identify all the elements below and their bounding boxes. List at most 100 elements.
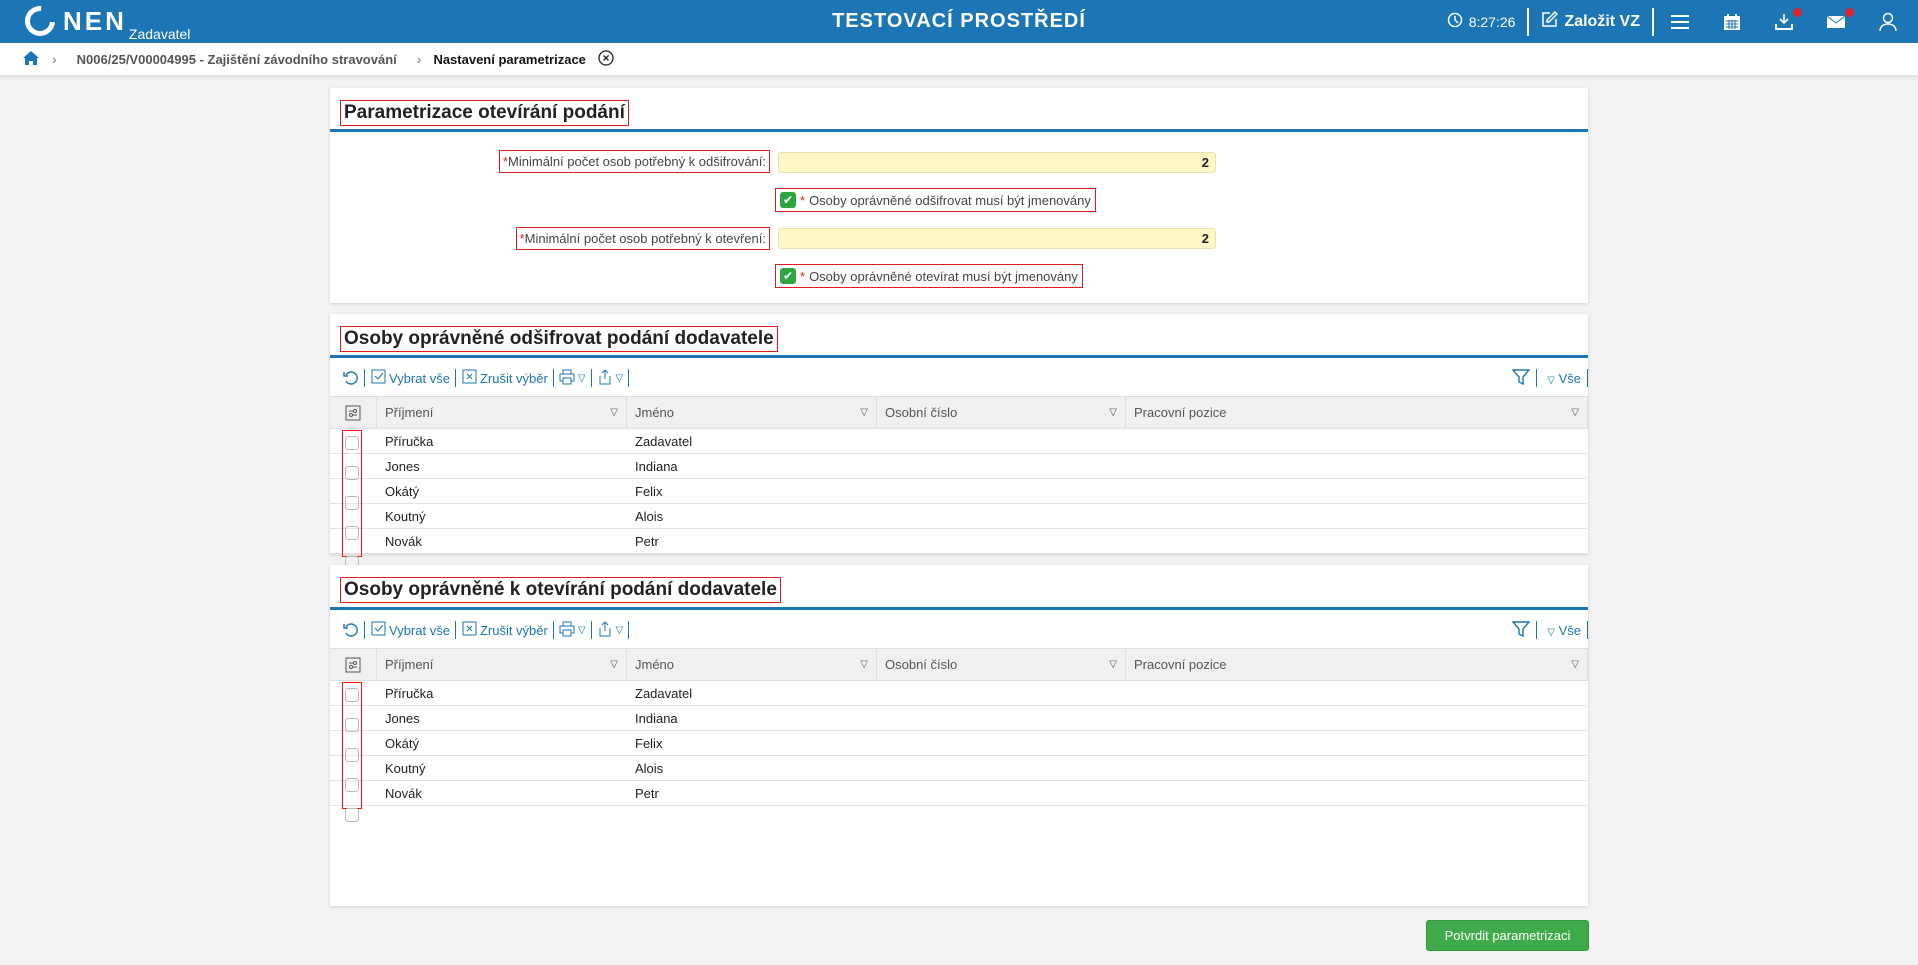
divider xyxy=(590,369,592,387)
logo-subtitle: Zadavatel xyxy=(128,26,191,42)
row-checkbox[interactable] xyxy=(345,466,359,480)
breadcrumb-tender[interactable]: N006/25/V00004995 - Zajištění závodního … xyxy=(76,51,397,67)
chevron-right-icon: › xyxy=(416,51,422,67)
checkmark-icon[interactable]: ✔ xyxy=(780,268,796,284)
close-icon[interactable] xyxy=(598,49,614,69)
select-all-button[interactable]: Vybrat vše xyxy=(365,369,455,388)
table-header: Příjmení ▽ Jméno ▽ Osobní číslo ▽ Pracovní poz… xyxy=(330,648,1588,681)
print-button[interactable]: ▽ xyxy=(554,621,591,640)
home-icon[interactable] xyxy=(22,50,40,69)
deselect-button[interactable]: Zrušit výběr xyxy=(456,369,553,388)
export-button[interactable]: ▽ xyxy=(592,620,629,640)
breadcrumb-current: Nastavení parametrizace xyxy=(433,51,586,67)
column-header[interactable]: Osobní číslo ▽ xyxy=(877,397,1126,428)
row-checkbox-column xyxy=(342,430,362,570)
divider xyxy=(552,369,554,387)
decrypt-min-label: *Minimální počet osob potřebný k odšifro… xyxy=(498,150,770,173)
decrypt-named-checkbox[interactable]: ✔ * Osoby oprávněné odšifrovat musí být jm… xyxy=(775,188,1096,212)
table-header: Příjmení ▽ Jméno ▽ Osobní číslo ▽ Pracovní poz… xyxy=(330,396,1588,429)
select-all-icon xyxy=(370,621,386,640)
table-row[interactable]: Příručka Zadavatel xyxy=(330,681,1588,706)
row-checkbox[interactable] xyxy=(345,436,359,450)
checkmark-icon[interactable]: ✔ xyxy=(780,192,796,208)
view-all-dropdown[interactable]: ▽ Vše xyxy=(1543,371,1581,386)
table-row[interactable]: Novák Petr xyxy=(330,529,1588,554)
create-tender-button[interactable]: Založit VZ xyxy=(1529,0,1652,43)
table-row[interactable]: Jones Indiana xyxy=(330,454,1588,479)
select-all-label: Vybrat vše xyxy=(389,622,450,638)
row-checkbox[interactable] xyxy=(345,526,359,540)
row-checkbox[interactable] xyxy=(345,688,359,702)
table-row[interactable]: Okátý Felix xyxy=(330,479,1588,504)
row-checkbox[interactable] xyxy=(345,748,359,762)
view-all-dropdown[interactable]: ▽ Vše xyxy=(1543,623,1581,638)
deselect-icon xyxy=(461,369,477,388)
column-header[interactable]: Pracovní pozice ▽ xyxy=(1126,649,1588,680)
filter-icon[interactable] xyxy=(1511,620,1531,641)
required-mark: * xyxy=(800,268,806,284)
row-checkbox[interactable] xyxy=(345,496,359,510)
column-header[interactable]: Pracovní pozice ▽ xyxy=(1126,397,1588,428)
sort-filter-icon[interactable]: ▽ xyxy=(1571,407,1579,418)
sort-filter-icon[interactable]: ▽ xyxy=(1109,659,1117,670)
row-checkbox[interactable] xyxy=(345,718,359,732)
refresh-icon[interactable] xyxy=(338,370,364,386)
table-row[interactable]: Jones Indiana xyxy=(330,706,1588,731)
filter-icon[interactable] xyxy=(1511,368,1531,389)
menu-icon[interactable] xyxy=(1668,10,1692,34)
row-checkbox[interactable] xyxy=(345,778,359,792)
create-tender-label: Založit VZ xyxy=(1564,12,1640,30)
column-label: Jméno xyxy=(635,657,675,672)
deselect-label: Zrušit výběr xyxy=(479,622,548,638)
table-cell: Jones xyxy=(385,458,420,474)
nen-logo[interactable]: NEN Zadavatel xyxy=(18,0,191,43)
column-settings-icon[interactable] xyxy=(330,397,377,428)
divider xyxy=(552,621,554,639)
print-button[interactable]: ▽ xyxy=(554,369,591,388)
mail-icon[interactable] xyxy=(1824,7,1854,34)
sort-filter-icon[interactable]: ▽ xyxy=(860,659,868,670)
section-divider xyxy=(330,129,1588,132)
table-row[interactable]: Příručka Zadavatel xyxy=(330,429,1588,454)
column-header[interactable]: Jméno ▽ xyxy=(627,397,877,428)
deselect-button[interactable]: Zrušit výběr xyxy=(456,621,553,640)
column-header[interactable]: Jméno ▽ xyxy=(627,649,877,680)
row-checkbox[interactable] xyxy=(345,808,359,822)
table-row[interactable]: Novák Petr xyxy=(330,781,1588,806)
open-named-checkbox[interactable]: ✔ * Osoby oprávněné otevírat musí být jmen… xyxy=(775,264,1083,288)
user-icon[interactable] xyxy=(1876,10,1900,34)
divider xyxy=(1527,7,1530,36)
download-icon[interactable] xyxy=(1772,7,1802,34)
table-row[interactable]: Koutný Alois xyxy=(330,504,1588,529)
select-all-label: Vybrat vše xyxy=(389,370,450,386)
table-cell: Novák xyxy=(385,785,422,801)
open-min-input[interactable]: 2 xyxy=(778,228,1216,249)
export-icon xyxy=(597,368,613,388)
top-bar: NEN Zadavatel TESTOVACÍ PROSTŘEDÍ 8:27:2… xyxy=(0,0,1918,43)
sort-filter-icon[interactable]: ▽ xyxy=(610,659,618,670)
table-row[interactable]: Koutný Alois xyxy=(330,756,1588,781)
table-cell: Koutný xyxy=(385,508,426,524)
select-all-button[interactable]: Vybrat vše xyxy=(365,621,455,640)
sort-filter-icon[interactable]: ▽ xyxy=(1109,407,1117,418)
column-header[interactable]: Příjmení ▽ xyxy=(377,397,627,428)
column-header[interactable]: Příjmení ▽ xyxy=(377,649,627,680)
sort-filter-icon[interactable]: ▽ xyxy=(1571,659,1579,670)
refresh-icon[interactable] xyxy=(338,622,364,638)
table-row[interactable]: Okátý Felix xyxy=(330,731,1588,756)
confirm-parametrization-button[interactable]: Potvrdit parametrizaci xyxy=(1426,920,1589,951)
decrypt-min-input[interactable]: 2 xyxy=(778,152,1216,173)
required-mark: * xyxy=(800,192,806,208)
column-header[interactable]: Osobní číslo ▽ xyxy=(877,649,1126,680)
table-cell: Alois xyxy=(635,760,664,776)
calendar-icon[interactable] xyxy=(1720,10,1744,34)
grid-toolbar: Vybrat vše Zrušit výběr ▽ ▽ xyxy=(338,618,630,642)
sort-filter-icon[interactable]: ▽ xyxy=(610,407,618,418)
sort-filter-icon[interactable]: ▽ xyxy=(860,407,868,418)
table-cell: Koutný xyxy=(385,760,426,776)
divider xyxy=(454,369,456,387)
export-button[interactable]: ▽ xyxy=(592,368,629,388)
column-label: Jméno xyxy=(635,405,675,420)
section-title: Osoby oprávněné odšifrovat podání dodava… xyxy=(340,326,778,352)
column-settings-icon[interactable] xyxy=(330,649,377,680)
